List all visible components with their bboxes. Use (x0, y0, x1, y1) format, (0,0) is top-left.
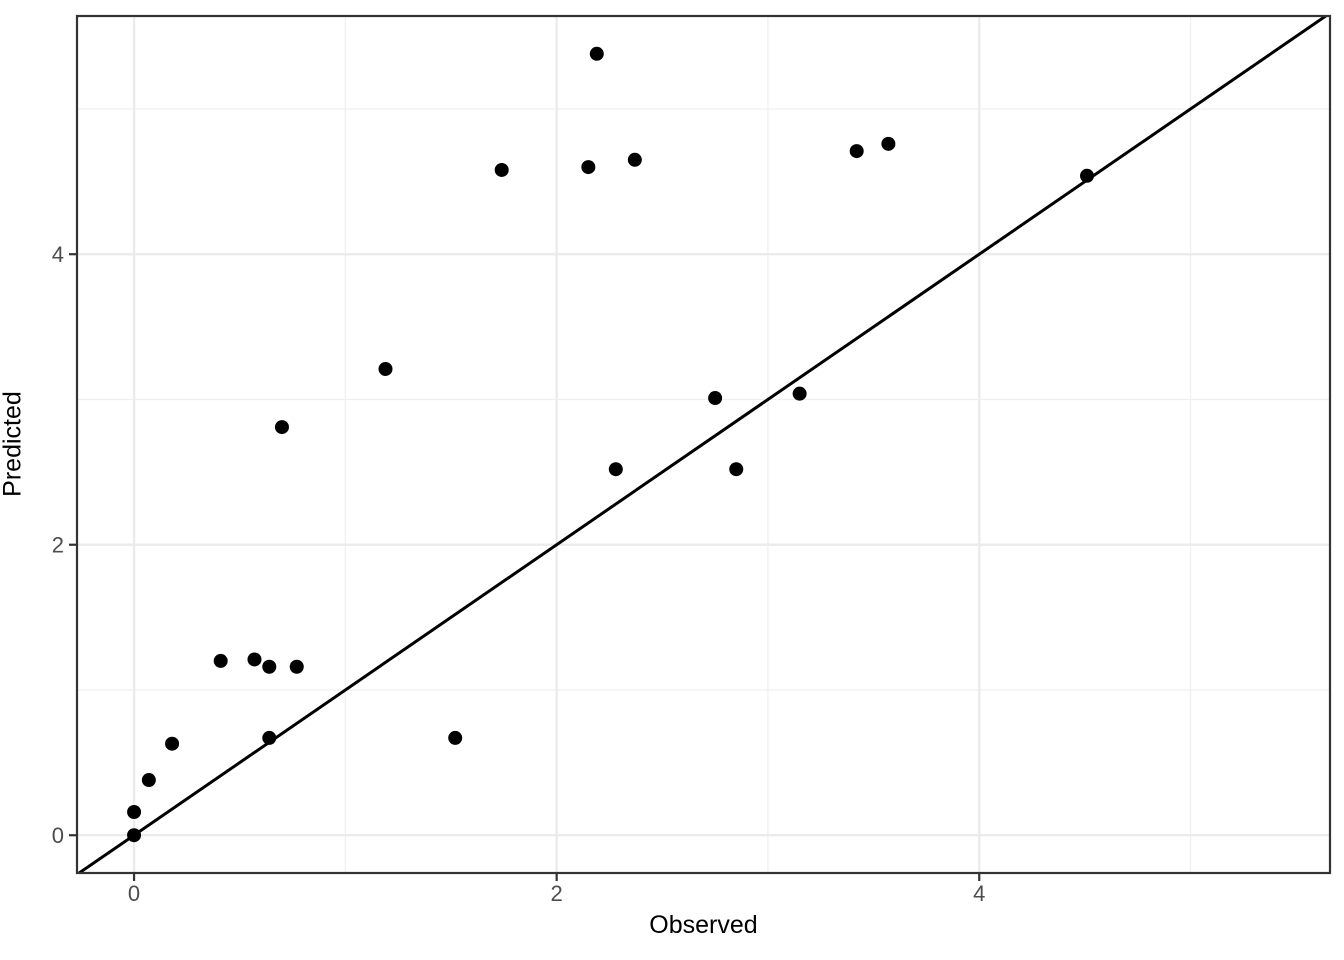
y-axis-title: Predicted (0, 391, 27, 497)
data-point (729, 462, 744, 477)
data-point (589, 46, 604, 61)
data-point (262, 730, 277, 745)
x-axis-tick-label: 2 (551, 881, 563, 906)
data-point (608, 462, 623, 477)
data-point (289, 659, 304, 674)
data-point (708, 391, 723, 406)
data-point (127, 828, 142, 843)
data-point (262, 659, 277, 674)
data-point (792, 386, 807, 401)
data-point (1080, 168, 1095, 183)
data-point (378, 361, 393, 376)
y-axis-tick-label: 2 (52, 533, 64, 558)
data-point (849, 144, 864, 159)
data-point (581, 160, 596, 175)
data-point (213, 653, 228, 668)
data-point (494, 162, 509, 177)
data-point (881, 136, 896, 151)
x-axis-tick-label: 0 (128, 881, 140, 906)
y-axis-tick-label: 4 (52, 242, 64, 267)
y-axis-tick-label: 0 (52, 823, 64, 848)
data-point (127, 804, 142, 819)
data-point (141, 773, 156, 788)
x-axis-tick-label: 4 (973, 881, 985, 906)
data-point (247, 652, 262, 667)
data-point (274, 420, 289, 435)
data-point (448, 730, 463, 745)
data-point (627, 152, 642, 167)
x-axis-title: Observed (649, 911, 758, 939)
data-point (165, 736, 180, 751)
panel-border (75, 14, 1332, 875)
